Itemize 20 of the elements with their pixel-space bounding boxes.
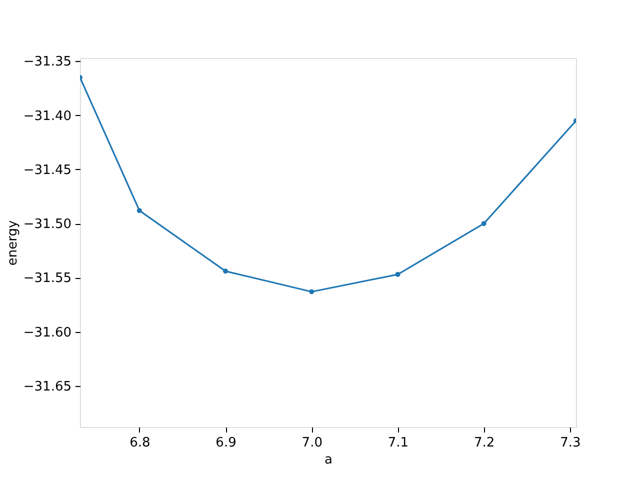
y-tick-label: −31.60	[23, 325, 72, 340]
point	[223, 268, 228, 274]
x-tick-label: 6.9	[216, 436, 236, 450]
x-tick-label: 7.1	[388, 436, 409, 450]
y-tick-label: −31.65	[23, 379, 72, 394]
point	[395, 272, 400, 277]
x-tick-label: 6.8	[130, 436, 150, 450]
y-tick-label: −31.50	[23, 217, 72, 232]
x-axis-title: a	[324, 452, 332, 468]
x-tick-label: 7.3	[560, 436, 581, 450]
y-tick-label: −31.35	[23, 54, 72, 70]
x-tick-label: 7.2	[474, 436, 495, 450]
point	[481, 221, 486, 226]
point	[136, 208, 142, 214]
y-tick-label: −31.45	[23, 162, 72, 178]
point	[309, 289, 314, 294]
y-tick-label: −31.40	[23, 108, 72, 124]
y-axis-title: energy	[5, 220, 20, 266]
y-tick-label: −31.55	[23, 271, 72, 286]
x-tick-label: 7.0	[302, 436, 322, 450]
